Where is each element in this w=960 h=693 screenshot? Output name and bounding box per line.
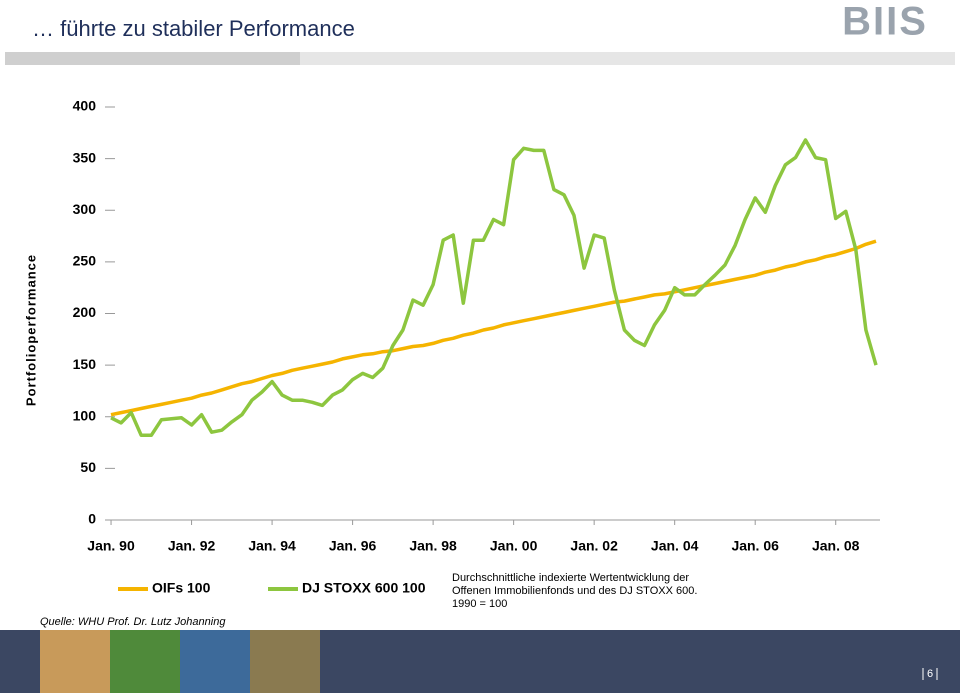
x-tick-label: Jan. 02 xyxy=(570,538,618,554)
y-tick-label: 400 xyxy=(73,98,97,114)
x-tick-label: Jan. 04 xyxy=(651,538,699,554)
footer-image xyxy=(40,630,110,693)
x-tick-label: Jan. 06 xyxy=(731,538,779,554)
y-tick-label: 100 xyxy=(73,407,97,423)
legend: OIFs 100 DJ STOXX 600 100 xyxy=(118,580,426,596)
y-tick-label: 300 xyxy=(73,201,97,217)
series-line xyxy=(110,138,878,438)
description-line: Durchschnittliche indexierte Wertentwick… xyxy=(452,572,689,584)
source: Quelle: WHU Prof. Dr. Lutz Johanning xyxy=(40,616,226,628)
description-line: 1990 = 100 xyxy=(452,598,507,610)
y-tick-label: 350 xyxy=(73,149,97,165)
footer-image xyxy=(110,630,180,693)
header-band-accent xyxy=(5,52,300,65)
x-tick-label: Jan. 96 xyxy=(329,538,377,554)
page-number: 6 xyxy=(927,668,933,680)
x-tick-label: Jan. 08 xyxy=(812,538,860,554)
description-line: Offenen Immobilienfonds und des DJ STOXX… xyxy=(452,585,697,597)
legend-label: DJ STOXX 600 100 xyxy=(302,580,426,596)
legend-label: OIFs 100 xyxy=(152,580,211,596)
x-tick-label: Jan. 94 xyxy=(248,538,296,554)
x-tick-label: Jan. 92 xyxy=(168,538,216,554)
y-tick-label: 0 xyxy=(88,511,96,527)
footer-image xyxy=(250,630,320,693)
x-tick-label: Jan. 98 xyxy=(409,538,457,554)
series-line xyxy=(110,239,877,417)
y-axis-label: Portfolioperformance xyxy=(23,254,38,406)
x-tick-label: Jan. 00 xyxy=(490,538,538,554)
x-tick-label: Jan. 90 xyxy=(87,538,135,554)
logo: BIIS xyxy=(842,0,928,44)
footer-image xyxy=(180,630,250,693)
y-tick-label: 150 xyxy=(73,356,97,372)
slide-title: … führte zu stabiler Performance xyxy=(32,16,355,41)
y-tick-label: 250 xyxy=(73,253,97,269)
y-tick-label: 50 xyxy=(80,459,96,475)
y-tick-label: 200 xyxy=(73,304,97,320)
